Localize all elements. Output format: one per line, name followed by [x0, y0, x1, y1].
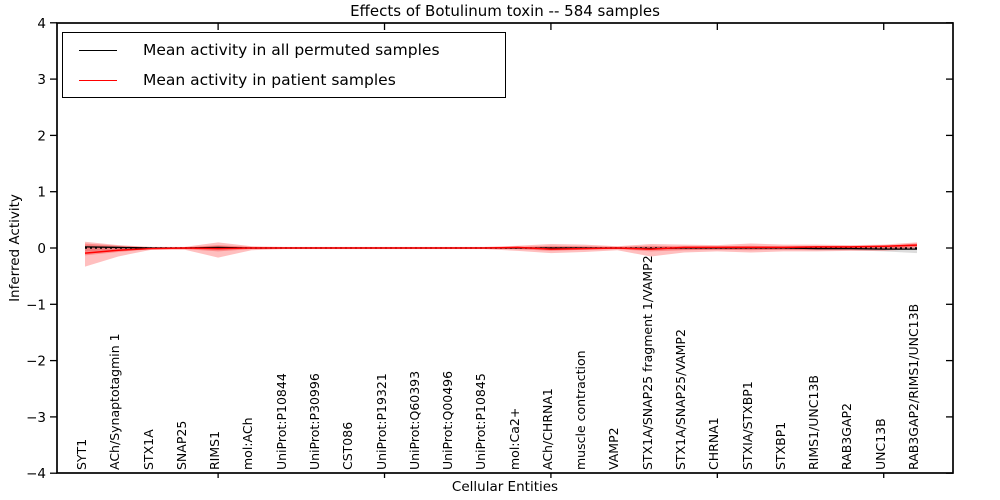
x-tick-label: UniProt:Q00496 [440, 370, 456, 470]
x-tick-label: RIMS1/UNC13B [806, 375, 822, 470]
x-axis-label: Cellular Entities [451, 479, 559, 495]
x-tick-label: RAB3GAP2 [839, 403, 855, 470]
x-tick-label: SNAP25 [173, 420, 189, 470]
x-tick-label: UniProt:P10844 [273, 373, 289, 470]
legend-entry: Mean activity in all permuted samples [63, 38, 505, 62]
patient-outer-band [85, 241, 917, 267]
y-tick-label: 1 [37, 185, 46, 201]
legend-line-sample [79, 49, 117, 51]
legend-label: Mean activity in all permuted samples [143, 41, 440, 59]
legend-entry: Mean activity in patient samples [63, 68, 505, 92]
y-tick-label: 3 [37, 72, 46, 88]
x-tick-label: ACh/Synaptotagmin 1 [107, 333, 123, 470]
legend-label: Mean activity in patient samples [143, 71, 396, 89]
x-tick-label: UniProt:P19321 [373, 373, 389, 470]
x-tick-label: CHRNA1 [706, 417, 722, 470]
y-tick-label: 4 [37, 16, 46, 32]
x-tick-label: UniProt:P30996 [306, 373, 322, 470]
y-tick-label: −3 [26, 410, 46, 426]
legend: Mean activity in all permuted samples Mea… [62, 32, 506, 98]
x-tick-label: CST086 [340, 421, 356, 470]
x-tick-label: STX1A [140, 429, 156, 470]
x-tick-label: RIMS1 [207, 430, 223, 470]
x-tick-label: RAB3GAP2/RIMS1/UNC13B [906, 303, 921, 470]
y-axis-label: Inferred Activity [7, 194, 23, 302]
y-tick-label: 0 [37, 241, 46, 257]
x-tick-label: SYT1 [74, 438, 89, 470]
series-line-mean-activity-in-patient-samples [84, 244, 918, 254]
x-tick-label: mol:ACh [240, 417, 256, 471]
x-tick-label: STXIA/STXBP1 [739, 381, 755, 470]
x-tick-label: UniProt:P10845 [473, 373, 489, 470]
y-tick-label: −4 [26, 466, 46, 482]
y-tick-label: −2 [26, 354, 46, 370]
x-tick-label: VAMP2 [606, 427, 622, 470]
x-tick-label: STX1A/SNAP25 fragment 1/VAMP2 [639, 255, 655, 470]
patient-inner-band [85, 243, 917, 256]
legend-line-sample [79, 79, 117, 81]
y-tick-label: −1 [26, 297, 46, 313]
x-tick-label: UniProt:Q60393 [406, 370, 422, 470]
x-tick-label: ACh/CHRNA1 [539, 388, 555, 470]
x-tick-label: STXBP1 [772, 421, 788, 470]
chart-title: Effects of Botulinum toxin -- 584 sample… [350, 2, 660, 20]
y-tick-label: 2 [37, 128, 46, 144]
x-tick-label: mol:Ca2+ [506, 407, 522, 470]
x-tick-label: muscle contraction [573, 350, 589, 470]
x-tick-label: STX1A/SNAP25/VAMP2 [673, 329, 689, 470]
x-tick-label: UNC13B [872, 418, 888, 470]
